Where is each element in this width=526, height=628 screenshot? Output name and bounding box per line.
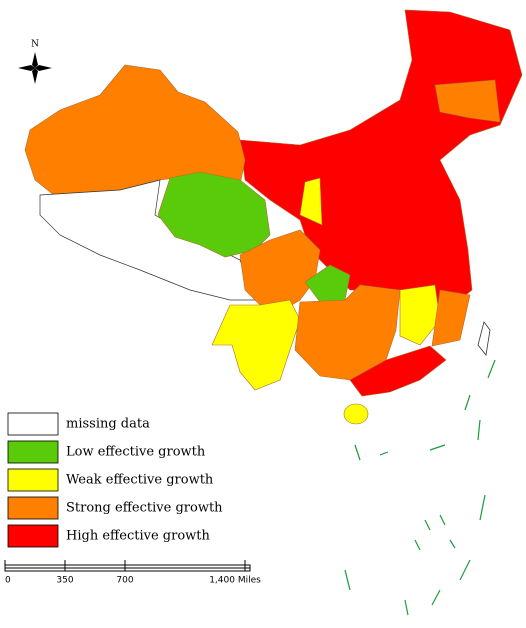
legend-label: missing data bbox=[66, 417, 150, 432]
north-label: N bbox=[31, 40, 39, 50]
scale-label: 1,400 Miles bbox=[209, 576, 261, 586]
legend-label: Low effective growth bbox=[66, 445, 206, 460]
scale-label: 700 bbox=[116, 576, 133, 586]
legend: missing data Low effective growth Weak eff… bbox=[7, 412, 223, 548]
legend-label: Strong effective growth bbox=[66, 501, 223, 516]
legend-swatch bbox=[7, 468, 59, 492]
scale-label: 0 bbox=[5, 576, 11, 586]
legend-swatch bbox=[7, 496, 59, 520]
north-arrow: N bbox=[18, 40, 52, 84]
legend-label: High effective growth bbox=[66, 529, 210, 544]
scale-bar: 0 350 700 1,400 Miles bbox=[4, 560, 261, 586]
scale-label: 350 bbox=[56, 576, 73, 586]
legend-swatch bbox=[7, 440, 59, 464]
legend-label: Weak effective growth bbox=[66, 473, 214, 488]
legend-swatch bbox=[7, 524, 59, 548]
legend-swatch bbox=[7, 412, 59, 436]
map-regions bbox=[24, 9, 523, 616]
